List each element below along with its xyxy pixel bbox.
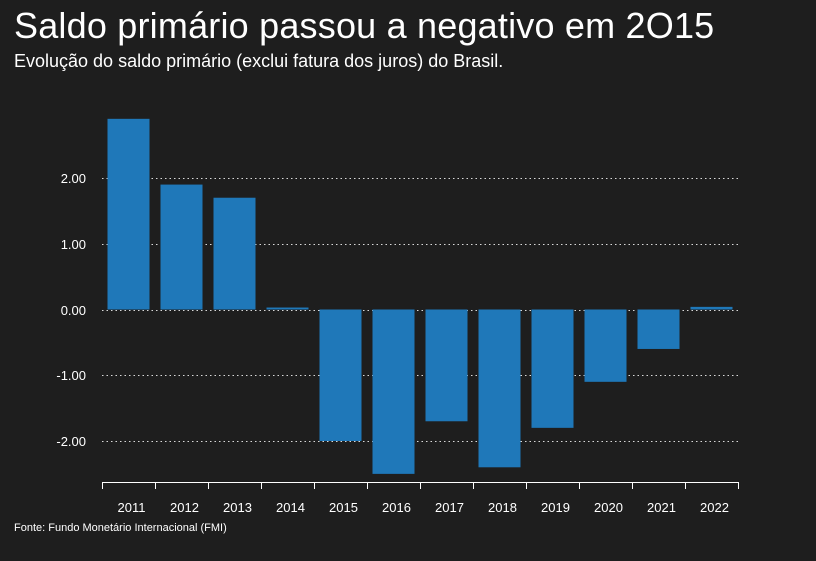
bar-2012 bbox=[160, 184, 203, 310]
x-axis bbox=[102, 482, 739, 489]
x-tick-label: 2022 bbox=[700, 500, 729, 515]
y-tick-label: -1.00 bbox=[56, 368, 86, 383]
bar-2020 bbox=[584, 309, 627, 382]
x-tick-label: 2014 bbox=[276, 500, 305, 515]
y-tick-label: 0.00 bbox=[61, 303, 86, 318]
bar-2016 bbox=[372, 309, 415, 474]
x-tick-label: 2021 bbox=[647, 500, 676, 515]
chart-title: Saldo primário passou a negativo em 2O15 bbox=[14, 5, 715, 46]
bar-2014 bbox=[266, 307, 309, 310]
bar-2019 bbox=[531, 309, 574, 428]
x-tick-label: 2016 bbox=[382, 500, 411, 515]
bar-2017 bbox=[425, 309, 468, 422]
bar-2015 bbox=[319, 309, 362, 441]
bar-2013 bbox=[213, 197, 256, 310]
x-tick-label: 2015 bbox=[329, 500, 358, 515]
y-tick-label: 1.00 bbox=[61, 237, 86, 252]
x-tick-label: 2017 bbox=[435, 500, 464, 515]
bar-2022 bbox=[690, 306, 733, 310]
x-tick-label: 2011 bbox=[118, 500, 146, 515]
x-tick-label: 2013 bbox=[223, 500, 252, 515]
x-tick-label: 2019 bbox=[541, 500, 570, 515]
bar-2021 bbox=[637, 309, 680, 349]
bar-2018 bbox=[478, 309, 521, 468]
x-tick-label: 2020 bbox=[594, 500, 623, 515]
y-tick-label: 2.00 bbox=[61, 171, 86, 186]
bar-2011 bbox=[107, 118, 150, 310]
chart-subtitle: Evolução do saldo primário (exclui fatur… bbox=[14, 51, 504, 71]
x-tick-label: 2018 bbox=[488, 500, 517, 515]
x-tick-label: 2012 bbox=[170, 500, 199, 515]
y-axis-labels: 2.00 1.00 0.00 -1.00 -2.00 bbox=[56, 171, 86, 449]
x-axis-labels: 2011 2012 2013 2014 2015 2016 2017 2018 2019 2020… bbox=[118, 500, 729, 515]
y-tick-label: -2.00 bbox=[56, 434, 86, 449]
source-note: Fonte: Fundo Monetário Internacional (FM… bbox=[14, 522, 227, 534]
bars bbox=[107, 118, 733, 474]
